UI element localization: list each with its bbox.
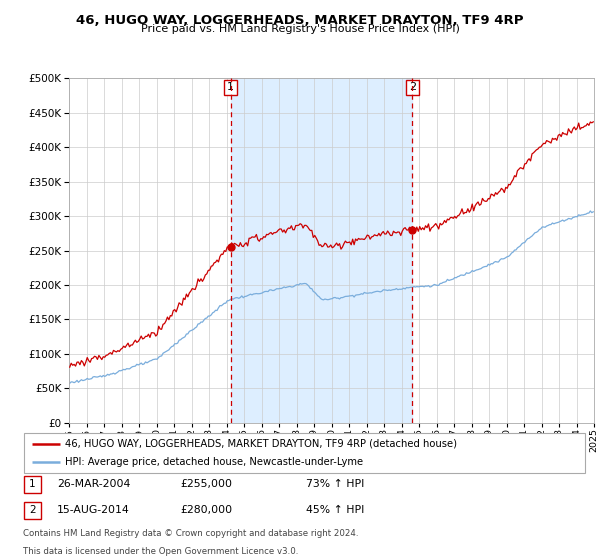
Text: 2: 2 <box>409 82 416 92</box>
FancyBboxPatch shape <box>24 476 41 493</box>
Text: £255,000: £255,000 <box>180 479 232 489</box>
Text: 15-AUG-2014: 15-AUG-2014 <box>57 505 130 515</box>
Text: Contains HM Land Registry data © Crown copyright and database right 2024.: Contains HM Land Registry data © Crown c… <box>23 529 358 538</box>
Bar <box>230 78 412 423</box>
Text: 1: 1 <box>29 479 36 489</box>
Text: £280,000: £280,000 <box>180 505 232 515</box>
Text: This data is licensed under the Open Government Licence v3.0.: This data is licensed under the Open Gov… <box>23 547 298 556</box>
Text: Price paid vs. HM Land Registry's House Price Index (HPI): Price paid vs. HM Land Registry's House … <box>140 24 460 34</box>
Text: 1: 1 <box>227 82 234 92</box>
Text: HPI: Average price, detached house, Newcastle-under-Lyme: HPI: Average price, detached house, Newc… <box>65 458 363 467</box>
Text: 73% ↑ HPI: 73% ↑ HPI <box>306 479 364 489</box>
Text: 46, HUGO WAY, LOGGERHEADS, MARKET DRAYTON, TF9 4RP: 46, HUGO WAY, LOGGERHEADS, MARKET DRAYTO… <box>76 14 524 27</box>
Text: 45% ↑ HPI: 45% ↑ HPI <box>306 505 364 515</box>
FancyBboxPatch shape <box>24 502 41 519</box>
Text: 26-MAR-2004: 26-MAR-2004 <box>57 479 130 489</box>
Text: 46, HUGO WAY, LOGGERHEADS, MARKET DRAYTON, TF9 4RP (detached house): 46, HUGO WAY, LOGGERHEADS, MARKET DRAYTO… <box>65 439 457 449</box>
Text: 2: 2 <box>29 505 36 515</box>
FancyBboxPatch shape <box>24 433 585 473</box>
